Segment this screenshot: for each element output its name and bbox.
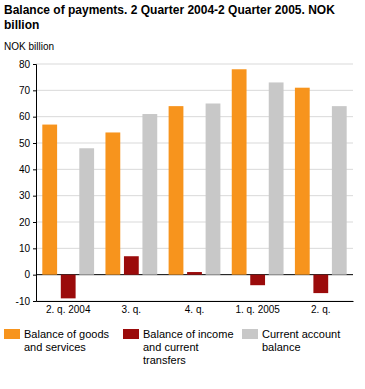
tick-mark: [33, 117, 36, 118]
tick-label: 2. q. 2004: [46, 304, 91, 315]
tick: 4. q.: [185, 301, 204, 315]
tick: -10: [16, 296, 36, 307]
legend-swatch: [123, 329, 139, 339]
title: Balance of payments. 2 Quarter 2004-2 Qu…: [4, 3, 335, 32]
legend-label: Balance of incomeand currenttransfers: [143, 328, 234, 366]
tick-label: 40: [19, 164, 31, 175]
tick-label: 70: [19, 85, 31, 96]
tick-label: -10: [16, 296, 31, 307]
tick: 0: [24, 269, 36, 280]
x-axis-line: [37, 301, 354, 302]
tick-mark: [33, 275, 36, 276]
legend-swatch: [4, 329, 20, 339]
y-axis: -10 0 10 20 30 40 50 60 70 80: [16, 59, 37, 307]
bar: [295, 88, 310, 275]
legend: Balance of goodsand services Balance of i…: [4, 328, 340, 366]
tick: 10: [19, 243, 36, 254]
tick-label: 10: [19, 243, 31, 254]
bar: [187, 272, 202, 275]
tick: 1. q. 2005: [235, 301, 280, 315]
tick-mark: [33, 248, 36, 249]
grid-line: [36, 64, 353, 65]
grid: [36, 64, 353, 301]
bar: [332, 106, 347, 275]
legend-label: Current accountbalance: [262, 328, 340, 353]
bar: [61, 275, 76, 299]
bars: [42, 69, 346, 298]
bar: [206, 104, 221, 275]
tick-label: 50: [19, 138, 31, 149]
tick: 40: [19, 164, 36, 175]
legend-item: Balance of goodsand services: [4, 328, 110, 353]
tick-label: 3. q.: [122, 304, 141, 315]
tick: 20: [19, 217, 36, 228]
bar: [42, 125, 57, 275]
tick-mark: [33, 143, 36, 144]
tick-mark: [33, 222, 36, 223]
grid-line: [36, 301, 353, 302]
tick-label: 20: [19, 217, 31, 228]
series: [42, 69, 309, 274]
legend-item: Current accountbalance: [242, 328, 340, 353]
tick-label: 2. q.: [311, 304, 330, 315]
tick-mark: [33, 90, 36, 91]
tick: 80: [19, 59, 36, 70]
series: [61, 256, 328, 298]
tick-label: 1. q. 2005: [235, 304, 280, 315]
tick-mark: [33, 64, 36, 65]
tick: 2. q.: [311, 301, 330, 315]
chart: Balance of payments. 2 Quarter 2004-2 Qu…: [0, 0, 365, 389]
bar: [232, 69, 247, 274]
tick: 30: [19, 190, 36, 201]
tick: 60: [19, 111, 36, 122]
tick-mark: [33, 196, 36, 197]
bar: [124, 256, 139, 274]
x-axis: 2. q. 2004 3. q. 4. q. 1. q. 2005 2. q.: [37, 301, 354, 315]
bar: [105, 132, 120, 274]
legend-label: Balance of goodsand services: [24, 328, 110, 353]
tick-label: 0: [24, 269, 30, 280]
tick: 70: [19, 85, 36, 96]
bar: [142, 114, 157, 275]
tick-label: 60: [19, 111, 31, 122]
tick-mark: [33, 301, 36, 302]
tick-label: 30: [19, 190, 31, 201]
plot: -10 0 10 20 30 40 50 60 70 80 2. q. 2004 3. q. 4. q.…: [16, 59, 354, 315]
bar: [313, 275, 328, 293]
tick-label: 80: [19, 59, 31, 70]
bar: [169, 106, 184, 275]
series: [79, 82, 346, 274]
legend-item: Balance of incomeand currenttransfers: [123, 328, 234, 366]
tick-mark: [33, 169, 36, 170]
bar: [250, 275, 265, 286]
tick: 3. q.: [122, 301, 141, 315]
y-axis-line: [33, 65, 37, 302]
tick: 50: [19, 138, 36, 149]
bar: [269, 82, 284, 274]
tick: 2. q. 2004: [46, 301, 91, 315]
y-axis-title: NOK billion: [4, 41, 54, 52]
tick-label: 4. q.: [185, 304, 204, 315]
bar: [79, 148, 94, 274]
legend-swatch: [242, 329, 258, 339]
